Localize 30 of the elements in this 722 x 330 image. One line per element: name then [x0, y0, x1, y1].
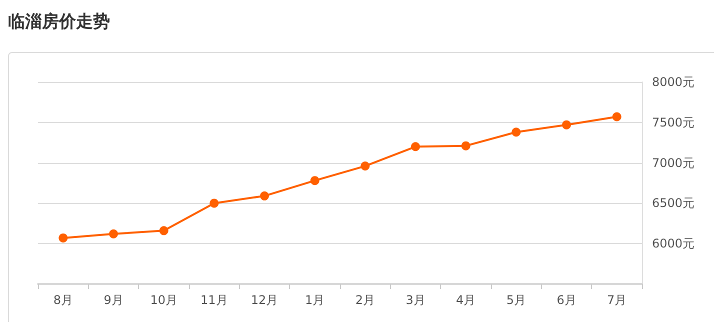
- point: [360, 162, 370, 171]
- point: [562, 120, 571, 130]
- x-tick-label: 11月: [200, 293, 228, 307]
- x-tick-label: 6月: [556, 293, 576, 307]
- x-tick-label: 12月: [250, 293, 278, 307]
- y-tick-label: 6000元: [652, 236, 695, 251]
- point: [310, 176, 320, 186]
- x-tick-label: 1月: [305, 293, 325, 307]
- y-tick-label: 7500元: [652, 115, 695, 130]
- y-tick-label: 6500元: [652, 196, 695, 210]
- x-tick-label: 3月: [406, 293, 426, 307]
- point: [210, 198, 219, 208]
- point: [461, 141, 470, 150]
- x-tick-label: 2月: [355, 293, 375, 307]
- point: [260, 191, 269, 200]
- x-tick-label: 5月: [506, 293, 526, 307]
- x-tick-label: 10月: [150, 293, 178, 307]
- chart-title: 临淄房价走势: [8, 11, 110, 33]
- point: [109, 229, 118, 238]
- y-tick-label: 8000元: [652, 75, 695, 89]
- x-tick-label: 7月: [607, 293, 627, 307]
- point: [411, 142, 420, 152]
- y-tick-label: 7000元: [652, 156, 695, 170]
- point: [58, 233, 68, 242]
- x-tick-label: 4月: [456, 293, 476, 307]
- point: [512, 128, 521, 137]
- point: [612, 112, 622, 122]
- x-tick-label: 9月: [104, 293, 124, 307]
- x-tick-label: 8月: [53, 293, 73, 307]
- point: [159, 226, 168, 236]
